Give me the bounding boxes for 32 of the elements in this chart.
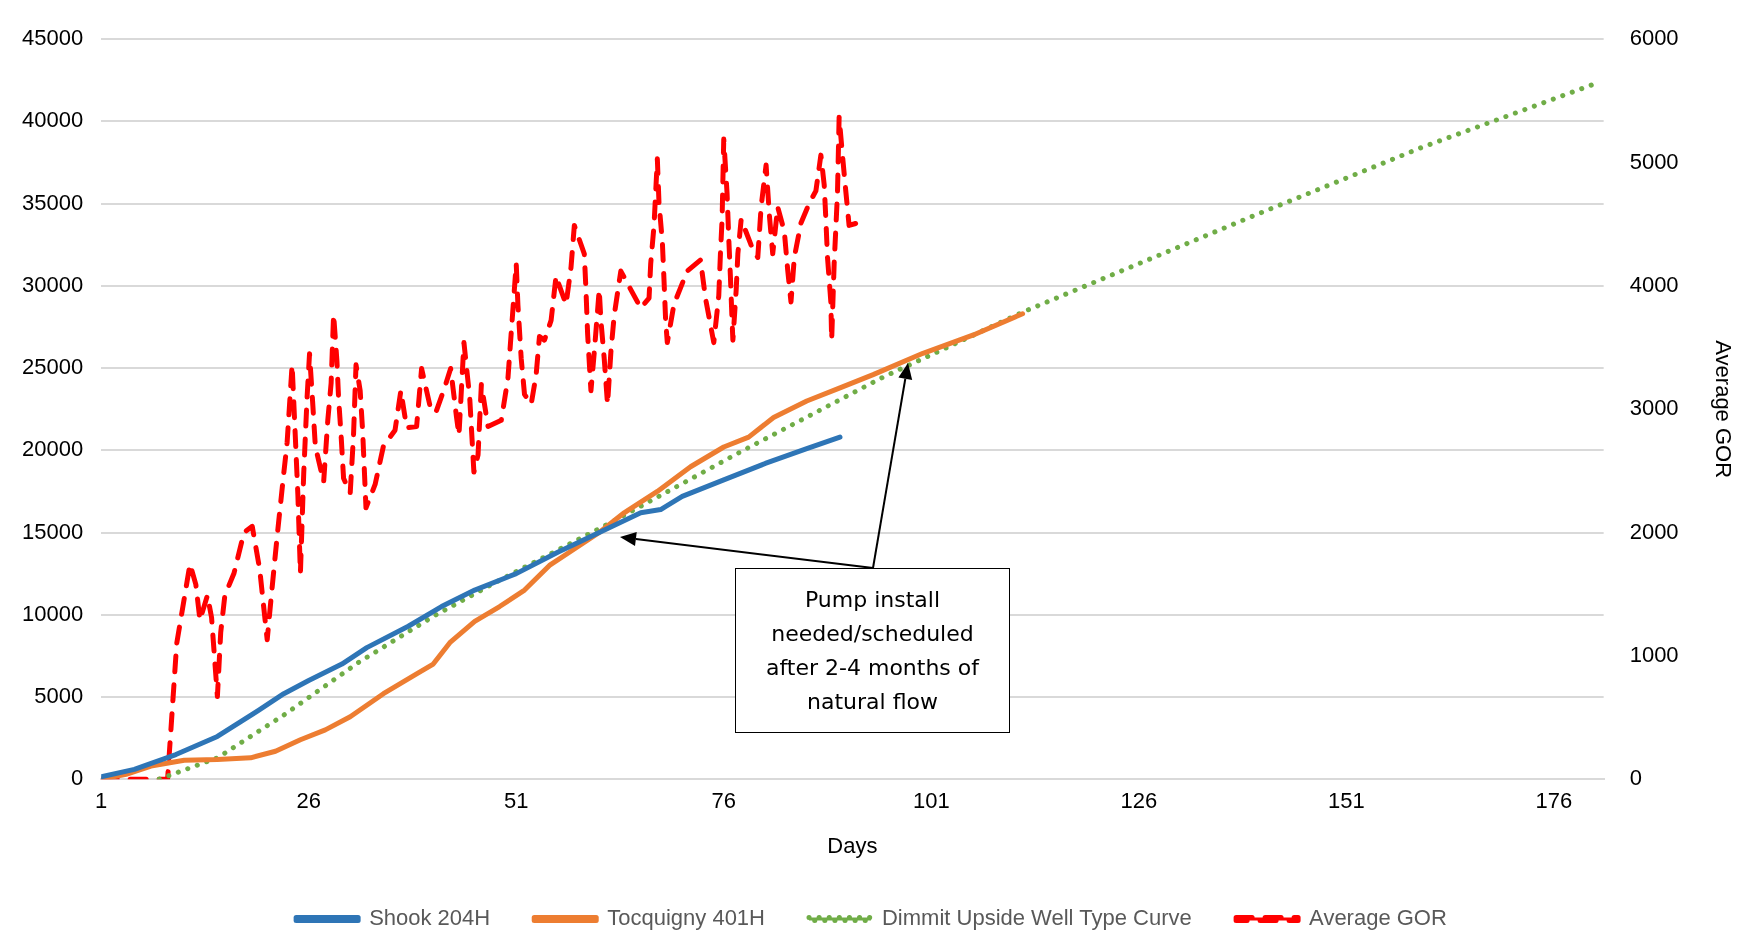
x-tick-label: 76 xyxy=(711,788,736,814)
y-tick-label: 10000 xyxy=(21,600,84,626)
y-tick-label: 15000 xyxy=(21,518,84,544)
annotation: Pump install needed/scheduled after 2-4 months of natural flow xyxy=(735,568,1010,733)
x-tick-label: 176 xyxy=(1535,788,1573,814)
legend-label: Tocquigny 401H xyxy=(607,905,765,931)
x-tick-label: 26 xyxy=(296,788,321,814)
x-tick-label: 126 xyxy=(1120,788,1158,814)
legend-label: Dimmit Upside Well Type Curve xyxy=(881,905,1192,931)
y-tick-label: 5000 xyxy=(34,683,84,709)
y2-tick-label: 0 xyxy=(1629,765,1642,791)
y-tick-label: 25000 xyxy=(21,354,84,380)
y-tick-label: 30000 xyxy=(21,271,84,297)
y-tick-label: 40000 xyxy=(21,107,84,133)
y-tick-label: 45000 xyxy=(21,25,84,51)
y-tick-label: 20000 xyxy=(21,436,84,462)
y2-tick-label: 4000 xyxy=(1629,271,1679,297)
y2-tick-label: 3000 xyxy=(1629,395,1679,421)
x-tick-label: 151 xyxy=(1327,788,1365,814)
y-tick-label: 0 xyxy=(70,765,84,791)
y2-tick-label: 5000 xyxy=(1629,148,1679,174)
x-tick-label: 51 xyxy=(503,788,529,814)
y2-tick-label: 1000 xyxy=(1629,641,1679,667)
x-tick-label: 101 xyxy=(912,788,950,814)
x-axis-title: Days xyxy=(827,832,878,858)
legend-label: Shook 204H xyxy=(369,905,491,931)
x-tick-label: 1 xyxy=(95,788,108,814)
y-tick-label: 35000 xyxy=(21,189,84,215)
legend-label: Average GOR xyxy=(1309,905,1447,931)
y2-axis-title: Average GOR xyxy=(1710,340,1736,479)
y2-tick-label: 6000 xyxy=(1629,25,1679,51)
y2-tick-label: 2000 xyxy=(1629,518,1679,544)
